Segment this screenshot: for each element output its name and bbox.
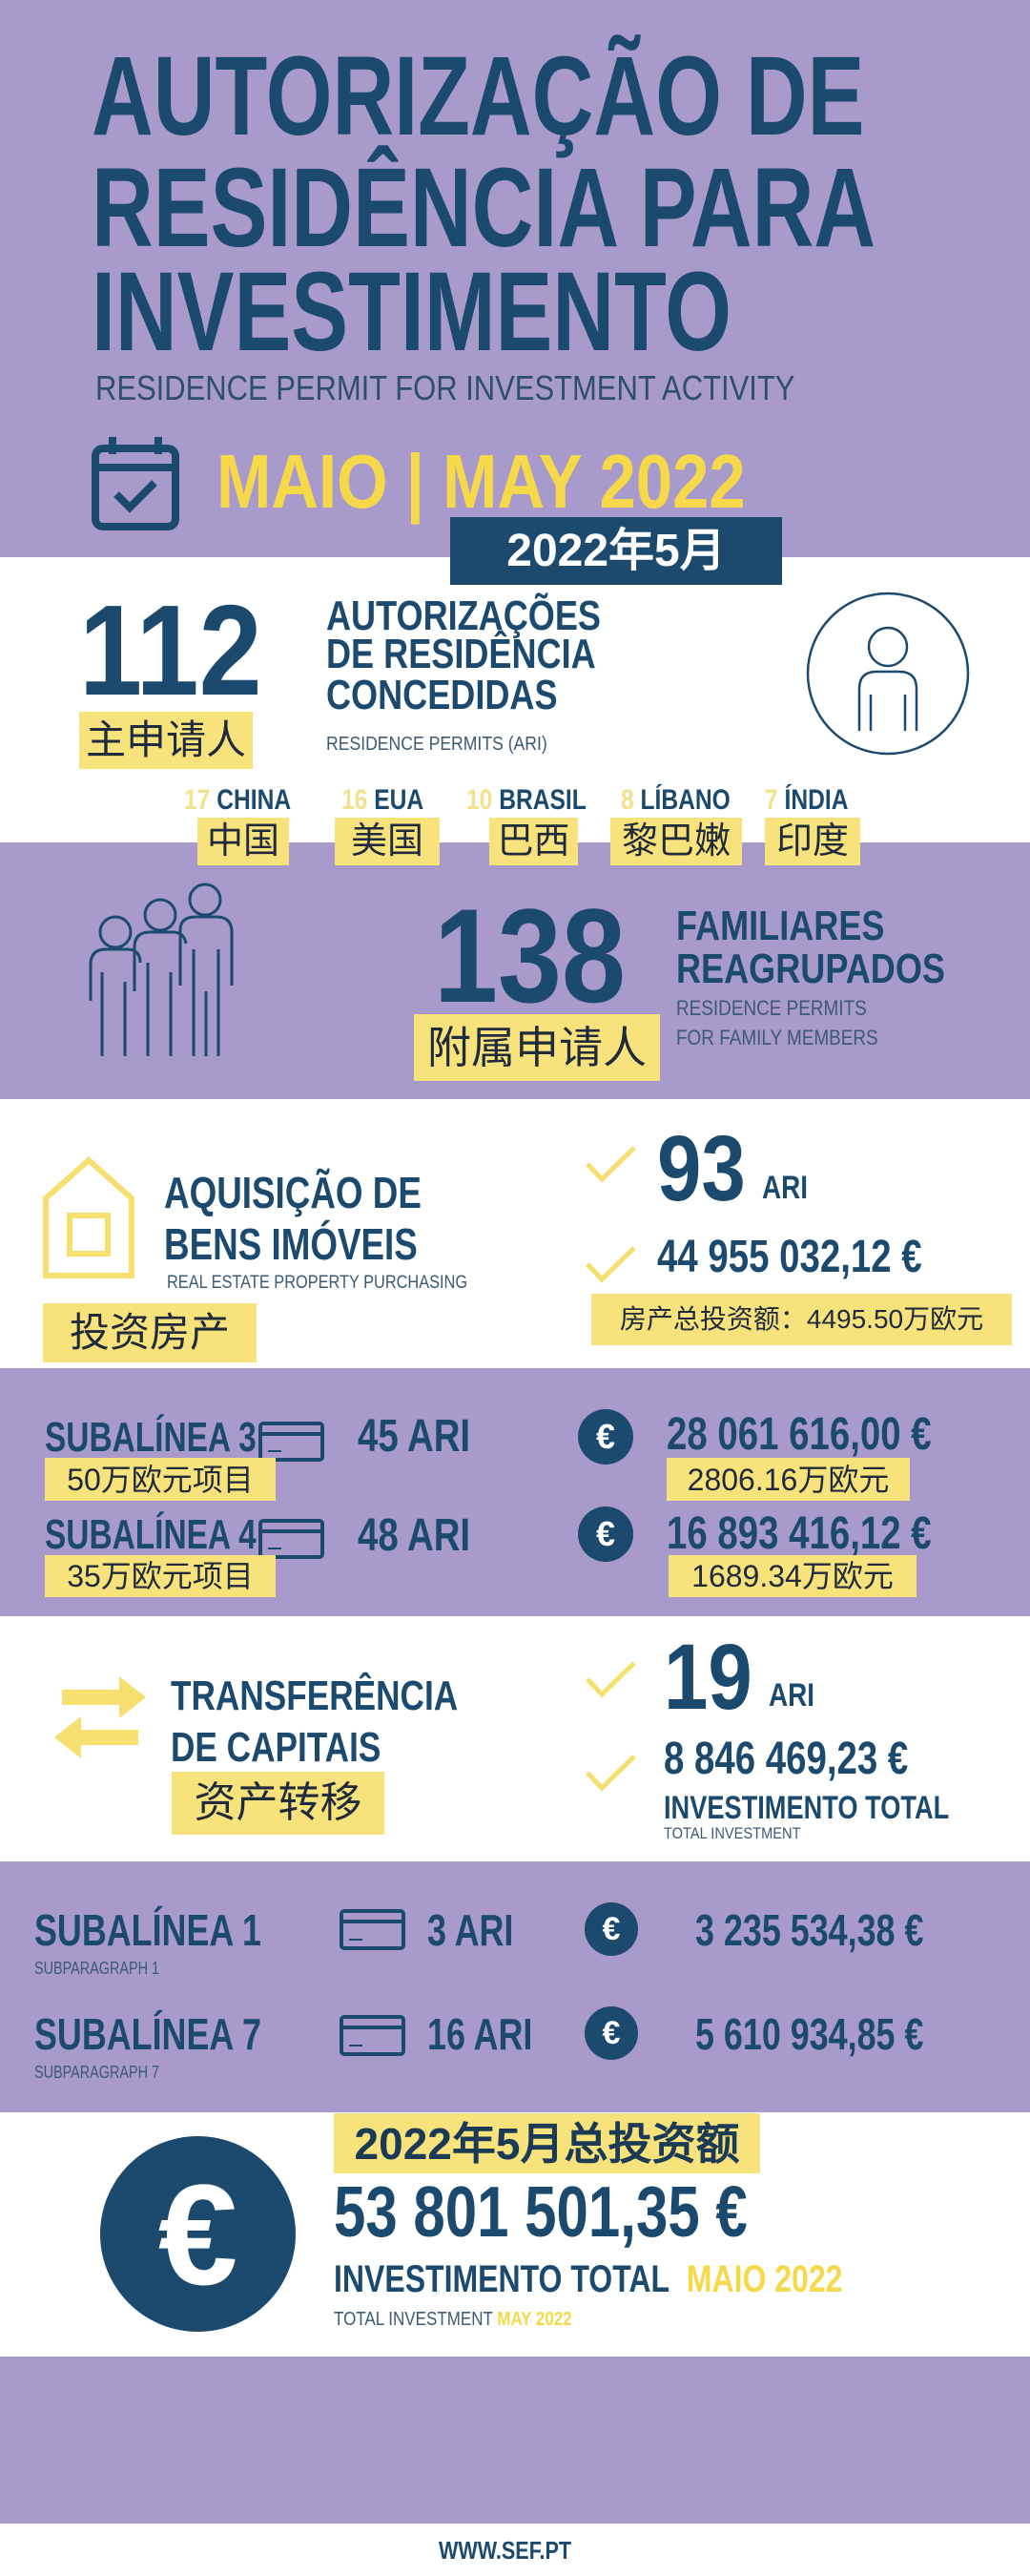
family-count: 138 [434,881,626,1030]
family-label-1: FAMILIARES [676,903,885,949]
family-cn-label: 附属申请人 [414,1014,660,1081]
subparagraph-7-amount: 5 610 934,85 € [695,2009,924,2059]
real-estate-count: 93 [657,1116,746,1220]
real-estate-sublabel: REAL ESTATE PROPERTY PURCHASING [167,1273,468,1293]
capital-label-2: DE CAPITAIS [171,1724,381,1771]
page-title-line-2: RESIDÊNCIA PARA [92,145,876,271]
total-sublabel: TOTAL INVESTMENT MAY 2022 [334,2309,572,2330]
transfer-arrows-icon [54,1676,146,1758]
subparagraph-1-label: SUBALÍNEA 1 [34,1905,261,1955]
capital-total-sublabel: TOTAL INVESTMENT [664,1824,801,1842]
country-india: 7 ÍNDIA [765,784,849,816]
subparagraph-3-amount: 28 061 616,00 € [667,1409,932,1460]
check-icon [586,1755,636,1792]
person-icon [806,592,970,756]
main-applicants-count: 112 [79,578,262,722]
capital-label-1: TRANSFERÊNCIA [171,1672,459,1719]
total-cn-label: 2022年5月总投资额 [334,2113,760,2173]
card-icon [258,1519,324,1559]
country-brazil-cn: 巴西 [489,818,578,865]
card-icon [258,1422,324,1462]
family-label-2: REAGRUPADOS [676,945,945,992]
empty-band [0,2357,1030,2524]
subparagraph-3-ari: 45 ARI [358,1411,471,1462]
capital-breakdown-band [0,1861,1030,2112]
card-icon [340,1909,405,1950]
subparagraph-3-cn-amount: 2806.16万欧元 [667,1458,910,1501]
period-cn-badge: 2022年5月 [450,517,782,585]
real-estate-amount: 44 955 032,12 € [657,1232,922,1282]
subparagraph-4-cn-amount: 1689.34万欧元 [669,1555,917,1597]
subparagraph-7-label: SUBALÍNEA 7 [34,2009,261,2059]
card-icon [340,2015,405,2056]
check-icon [586,1661,636,1698]
country-usa-cn: 美国 [335,818,440,865]
page-title-line-3: INVESTIMENTO [92,249,732,375]
euro-icon: € [585,1902,638,1956]
family-icon [89,883,234,1056]
subparagraph-3-cn-label: 50万欧元项目 [45,1458,276,1501]
euro-large-icon: € [100,2136,296,2332]
calendar-check-icon [92,437,179,530]
country-india-cn: 印度 [765,818,860,865]
euro-icon: € [578,1409,633,1465]
real-estate-unit: ARI [762,1170,809,1206]
period-label: MAIO | MAY 2022 [216,439,746,524]
page-title-line-1: AUTORIZAÇÃO DE [92,33,865,159]
check-icon [586,1246,636,1283]
main-applicants-sublabel: RESIDENCE PERMITS (ARI) [326,734,547,755]
footer-url[interactable]: WWW.SEF.PT [439,2536,572,2565]
page-subtitle: RESIDENCE PERMIT FOR INVESTMENT ACTIVITY [95,368,795,407]
main-applicants-cn-label: 主申请人 [79,712,253,769]
euro-icon: € [585,2006,638,2060]
subparagraph-7-ari: 16 ARI [427,2009,533,2059]
capital-count: 19 [664,1625,752,1729]
capital-unit: ARI [769,1677,815,1714]
real-estate-label-1: AQUISIÇÃO DE [164,1168,422,1217]
country-lebanon-cn: 黎巴嫩 [610,818,742,865]
subparagraph-1-sublabel: SUBPARAGRAPH 1 [34,1959,159,1978]
family-sublabel-2: FOR FAMILY MEMBERS [676,1026,878,1049]
capital-total-label: INVESTIMENTO TOTAL [664,1790,950,1826]
euro-icon: € [578,1506,633,1562]
real-estate-cn-label: 投资房产 [43,1303,257,1362]
capital-amount: 8 846 469,23 € [664,1734,909,1784]
subparagraph-4-label: SUBALÍNEA 4 [45,1511,257,1558]
family-sublabel-1: RESIDENCE PERMITS [676,996,867,1020]
country-china: 17 CHINA [184,784,292,816]
subparagraph-1-amount: 3 235 534,38 € [695,1905,924,1955]
capital-cn-label: 资产转移 [172,1772,384,1835]
subparagraph-3-label: SUBALÍNEA 3 [45,1414,257,1461]
main-applicants-label-2: DE RESIDÊNCIA [326,631,596,677]
total-label: INVESTIMENTO TOTAL MAIO 2022 [334,2258,843,2300]
country-usa: 16 EUA [341,784,424,816]
subparagraph-4-amount: 16 893 416,12 € [667,1508,932,1559]
subparagraph-7-sublabel: SUBPARAGRAPH 7 [34,2063,159,2082]
main-applicants-label-3: CONCEDIDAS [326,672,558,718]
subparagraph-1-ari: 3 ARI [427,1905,514,1955]
total-amount: 53 801 501,35 € [334,2171,748,2252]
main-applicants-label-1: AUTORIZAÇÕES [326,592,601,639]
check-icon [586,1146,636,1183]
house-icon [43,1155,134,1278]
country-brazil: 10 BRASIL [466,784,587,816]
country-china-cn: 中国 [197,818,289,865]
subparagraph-4-cn-label: 35万欧元项目 [45,1555,276,1597]
subparagraph-4-ari: 48 ARI [358,1510,471,1561]
real-estate-cn-amount: 房产总投资额：4495.50万欧元 [591,1294,1012,1345]
real-estate-label-2: BENS IMÓVEIS [164,1219,418,1269]
country-lebanon: 8 LÍBANO [621,784,731,816]
